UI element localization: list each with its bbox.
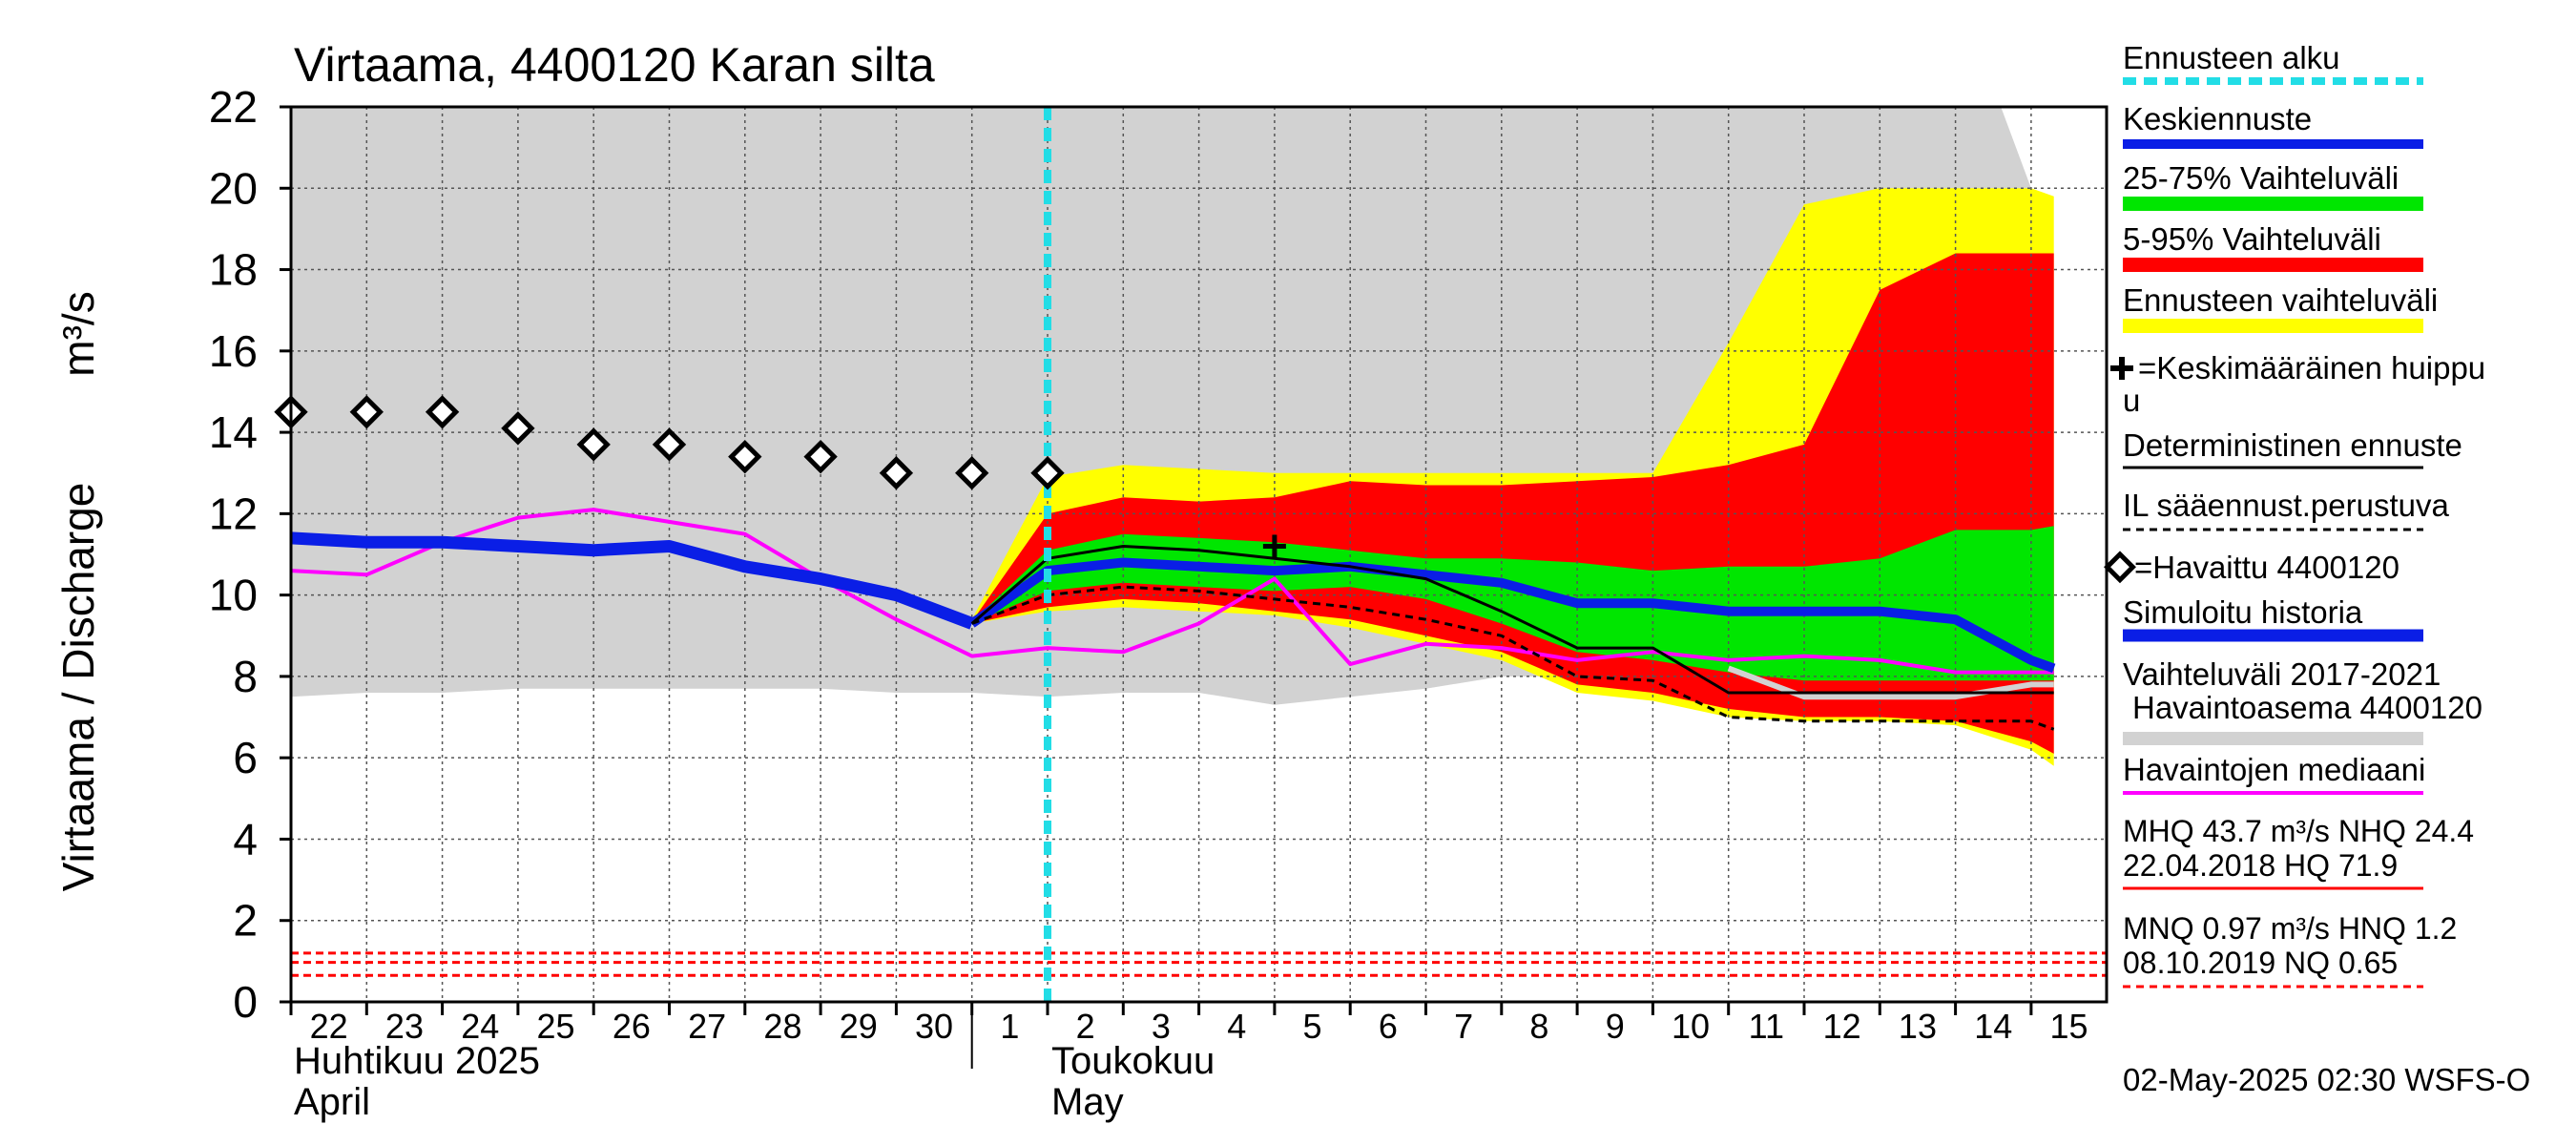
observed-point [955, 456, 989, 490]
legend-label-median: Havaintojen mediaani [2123, 752, 2425, 787]
median-line [290, 508, 2054, 675]
y-tick-label: 8 [233, 652, 258, 701]
observed-point [652, 427, 687, 462]
legend-swatch-mean-peak-cross [2110, 357, 2133, 380]
legend-label-mhq: MHQ 43.7 m³/s NHQ 24.4 [2123, 814, 2474, 848]
deterministic-line [970, 545, 2054, 695]
y-axis-label: Virtaama / Discharge [53, 483, 103, 892]
x-tick-label: 6 [1379, 1007, 1398, 1046]
x-tick-label: 30 [915, 1007, 953, 1046]
x-tick-label: 15 [2050, 1007, 2088, 1046]
mean-peak-point [1262, 534, 1286, 558]
observed-point [425, 395, 460, 429]
legend-swatch-p25-75 [2123, 197, 2423, 211]
observed-point [349, 395, 384, 429]
legend-label-mnq: MNQ 0.97 m³/s HNQ 1.2 [2123, 911, 2457, 946]
legend-label-mean-peak-wrap: u [2123, 383, 2140, 418]
x-tick-label: 11 [1749, 1007, 1784, 1046]
legend-label-forecast-range: Ennusteen vaihteluväli [2123, 282, 2438, 318]
x-tick-label: 4 [1227, 1007, 1246, 1046]
observed-point [501, 411, 535, 446]
legend-label-simulated-history: Simuloitu historia [2123, 594, 2363, 630]
x-tick-label: 26 [613, 1007, 651, 1046]
x-tick-label: 25 [537, 1007, 575, 1046]
observed-point [576, 427, 611, 462]
mean-forecast-line [968, 557, 2056, 674]
x-tick-label: 22 [310, 1007, 348, 1046]
observed-point [728, 439, 762, 474]
legend-label-forecast-start: Ennusteen alku [2123, 40, 2340, 75]
x-tick-label: 7 [1454, 1007, 1473, 1046]
legend-label-hq: 22.04.2018 HQ 71.9 [2123, 848, 2398, 883]
il-forecast-line [971, 585, 2055, 731]
month-label-may-fi: Toukokuu [1051, 1040, 1215, 1082]
x-tick-label: 29 [840, 1007, 878, 1046]
y-axis-unit: m³/s [53, 291, 103, 376]
legend-label-station: Havaintoasema 4400120 [2132, 690, 2483, 725]
footer-timestamp: 02-May-2025 02:30 WSFS-O [2123, 1062, 2530, 1097]
y-tick-label: 22 [209, 82, 258, 132]
y-tick-label: 6 [233, 733, 258, 782]
legend: Ennusteen alku Keskiennuste 25-75% Vaiht… [2104, 40, 2485, 989]
x-tick-label: 14 [1974, 1007, 2012, 1046]
y-tick-label: 14 [209, 407, 258, 457]
x-tick-label: 23 [385, 1007, 424, 1046]
month-label-april-en: April [294, 1081, 370, 1123]
x-tick-label: 13 [1899, 1007, 1937, 1046]
legend-label-il-forecast: IL sääennust.perustuva [2123, 488, 2449, 523]
x-tick-label: 28 [763, 1007, 801, 1046]
y-tick-label: 16 [209, 326, 258, 376]
x-tick-label: 27 [688, 1007, 726, 1046]
x-tick-label: 5 [1303, 1007, 1322, 1046]
observed-point [879, 456, 914, 490]
legend-label-p5-95: 5-95% Vaihteluväli [2123, 221, 2381, 257]
month-label-may-en: May [1051, 1081, 1124, 1123]
simulated-history-line [290, 531, 974, 630]
legend-label-range-2017-2021: Vaihteluväli 2017-2021 [2123, 656, 2441, 692]
x-tick-label: 12 [1823, 1007, 1861, 1046]
x-tick-label: 2 [1076, 1007, 1095, 1046]
legend-label-mean-forecast: Keskiennuste [2123, 101, 2312, 136]
legend-swatch-p5-95 [2123, 258, 2423, 272]
x-tick-label: 1 [1000, 1007, 1019, 1046]
legend-swatch-range-2017-2021 [2123, 732, 2423, 745]
y-tick-label: 20 [209, 163, 258, 213]
x-tick-label: 9 [1606, 1007, 1625, 1046]
legend-label-mean-peak: =Keskimääräinen huippu [2138, 350, 2485, 385]
legend-label-deterministic: Deterministinen ennuste [2123, 427, 2462, 463]
y-tick-label: 0 [233, 977, 258, 1027]
legend-label-observed: =Havaittu 4400120 [2134, 550, 2399, 585]
month-label-april-fi: Huhtikuu 2025 [294, 1040, 540, 1082]
x-tick-label: 10 [1672, 1007, 1710, 1046]
y-tick-label: 12 [209, 489, 258, 538]
x-tick-label: 24 [461, 1007, 499, 1046]
y-tick-label: 4 [233, 814, 258, 864]
chart-title: Virtaama, 4400120 Karan silta [294, 38, 935, 92]
y-tick-label: 10 [209, 571, 258, 620]
legend-label-p25-75: 25-75% Vaihteluväli [2123, 160, 2399, 196]
legend-swatch-observed-diamond [2104, 551, 2136, 584]
observed-point [1030, 456, 1065, 490]
y-tick-label: 2 [233, 896, 258, 946]
x-tick-label: 3 [1152, 1007, 1171, 1046]
legend-label-nq: 08.10.2019 NQ 0.65 [2123, 946, 2398, 980]
x-tick-label: 8 [1529, 1007, 1548, 1046]
legend-swatch-forecast-range [2123, 319, 2423, 333]
observed-point [803, 439, 838, 474]
y-tick-label: 18 [209, 245, 258, 295]
